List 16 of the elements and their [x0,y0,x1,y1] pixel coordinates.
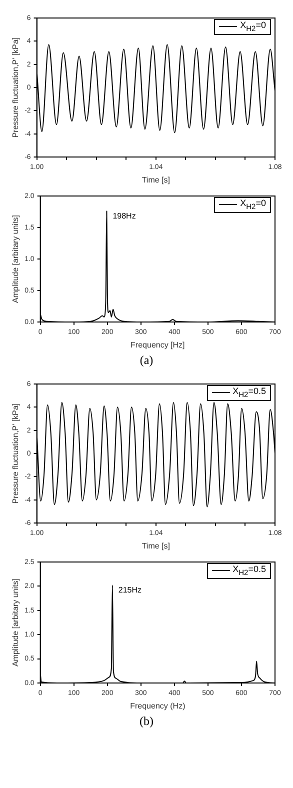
annotation: 198Hz [112,211,136,220]
x-axis-title: Frequency (Hz) [130,701,186,710]
y-axis-title: Amplitude [arbitary units] [11,214,20,304]
annotation: 215Hz [118,585,142,594]
text: (b) [138,714,154,729]
x-axis-title: Time [s] [142,175,170,184]
y-axis-title: Amplitude [arbitary units] [11,578,20,667]
legend-label: X$_{H2}$=0.5 [232,564,266,578]
y-axis-title: Pressure fluctuation,P' [kPa] [11,37,20,138]
x-axis-title: Time [s] [142,541,170,550]
legend-label: X$_{H2}$=0.5 [232,386,266,400]
text: (a) [138,353,154,368]
y-axis-title: Pressure fluctuation,P' [kPa] [11,403,20,504]
x-axis-title: Frequency [Hz] [130,340,185,350]
legend-label: X$_{H2}$=0 [240,20,266,34]
legend-label: X$_{H2}$=0 [240,198,266,212]
